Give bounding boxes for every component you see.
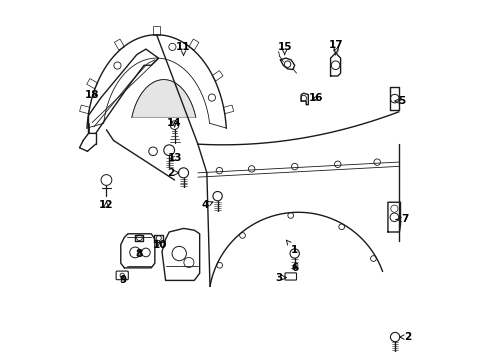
Text: 6: 6 <box>290 263 298 273</box>
Text: 5: 5 <box>394 96 405 106</box>
Text: 12: 12 <box>99 200 113 210</box>
Text: 14: 14 <box>167 118 182 128</box>
Text: 8: 8 <box>136 248 143 258</box>
Text: 10: 10 <box>152 239 167 249</box>
Polygon shape <box>212 71 223 81</box>
Text: 13: 13 <box>167 153 182 163</box>
Text: 11: 11 <box>176 42 190 55</box>
Polygon shape <box>153 26 160 35</box>
Text: 18: 18 <box>84 90 99 100</box>
Text: 3: 3 <box>274 273 286 283</box>
Text: 1: 1 <box>285 240 298 255</box>
Text: 4: 4 <box>201 200 213 210</box>
Text: 7: 7 <box>395 215 408 224</box>
Text: 15: 15 <box>277 42 291 54</box>
Polygon shape <box>80 105 90 114</box>
Text: 16: 16 <box>308 93 323 103</box>
Text: 2: 2 <box>399 332 410 342</box>
Polygon shape <box>114 39 124 50</box>
Text: 2: 2 <box>167 168 179 178</box>
Polygon shape <box>86 78 98 89</box>
Polygon shape <box>188 39 199 50</box>
Text: 17: 17 <box>328 40 343 54</box>
Polygon shape <box>132 80 195 117</box>
Text: 9: 9 <box>120 275 126 285</box>
Polygon shape <box>223 105 233 114</box>
